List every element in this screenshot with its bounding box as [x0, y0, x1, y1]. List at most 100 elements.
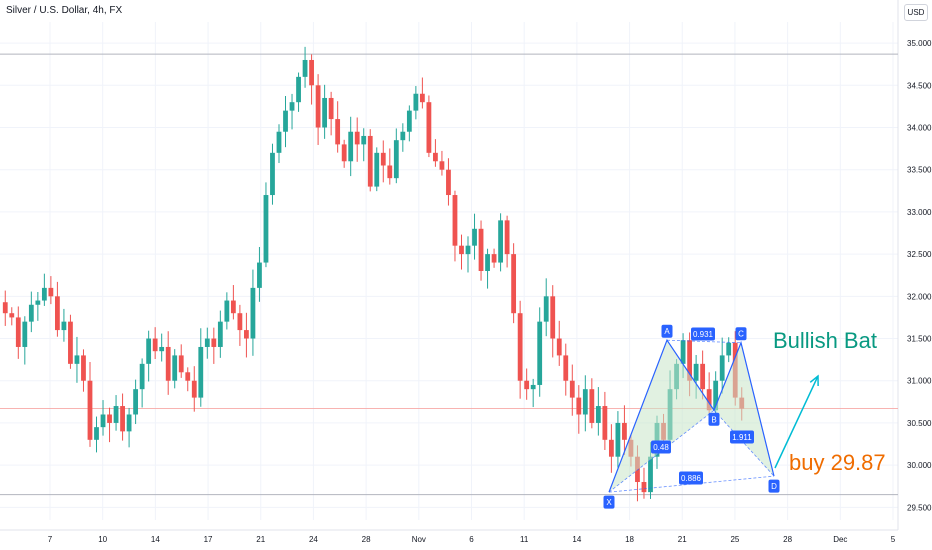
- x-tick-label: 24: [309, 535, 318, 544]
- x-tick-label: 25: [730, 535, 739, 544]
- candle-body: [133, 389, 139, 415]
- point-label-b-bg: [708, 412, 720, 426]
- candle-body: [15, 317, 21, 347]
- candle-body: [341, 144, 347, 162]
- ratio-label-cd: 1.911: [732, 433, 752, 442]
- candle-body: [100, 414, 106, 428]
- candle-body: [687, 340, 693, 381]
- x-tick-label: 17: [204, 535, 213, 544]
- candle-body: [426, 102, 432, 153]
- candle-body: [556, 338, 562, 356]
- candle-body: [250, 287, 256, 339]
- point-label-d-bg: [768, 479, 780, 493]
- candle-body: [315, 85, 321, 128]
- candle-body: [602, 406, 608, 440]
- y-tick-label: 31.000: [907, 377, 932, 386]
- candle-body: [302, 59, 308, 77]
- candle-body: [94, 427, 99, 440]
- x-tick-label: 6: [469, 535, 474, 544]
- candle-body: [283, 110, 288, 132]
- x-tick-label: 14: [151, 535, 160, 544]
- candle-body: [530, 384, 536, 390]
- candle-body: [113, 406, 119, 423]
- candle-body: [446, 169, 451, 196]
- y-tick-label: 31.500: [907, 335, 932, 344]
- candle-body: [550, 296, 556, 339]
- candle-body: [361, 135, 367, 145]
- candle-body: [400, 131, 406, 141]
- candle-body: [61, 321, 67, 331]
- candle-body: [2, 302, 8, 314]
- x-tick-label: 10: [98, 535, 107, 544]
- candle-body: [230, 300, 236, 314]
- candle-body: [491, 254, 497, 263]
- candle-body: [648, 456, 653, 493]
- point-label-x-bg: [603, 495, 615, 509]
- candle-body: [452, 195, 458, 246]
- candle-body: [569, 380, 575, 398]
- candle-body: [152, 338, 158, 352]
- ratio-label-bc-bg: [691, 327, 715, 341]
- candle-body: [107, 414, 112, 423]
- candle-body: [198, 346, 204, 398]
- candle-body: [713, 380, 719, 411]
- point-label-a-bg: [661, 324, 673, 338]
- candle-body: [237, 313, 243, 331]
- point-label-b: B: [711, 415, 716, 424]
- candle-body: [615, 422, 621, 457]
- candle-body: [211, 338, 217, 347]
- candle-body: [511, 254, 517, 314]
- currency-button[interactable]: USD: [904, 4, 928, 21]
- point-label-c: C: [738, 330, 744, 339]
- x-tick-label: 5: [891, 535, 896, 544]
- candle-body: [296, 76, 301, 103]
- candle-body: [485, 254, 490, 271]
- candle-body: [263, 195, 269, 263]
- candle-body: [185, 372, 191, 381]
- candle-body: [478, 228, 484, 271]
- candle-body: [413, 93, 419, 111]
- x-tick-label: 7: [48, 535, 53, 544]
- candle-body: [28, 304, 34, 322]
- candle-body: [276, 131, 282, 153]
- candle-body: [81, 355, 86, 381]
- ratio-label-cd-bg: [730, 430, 754, 444]
- candle-body: [328, 97, 334, 120]
- candle-body: [543, 296, 549, 322]
- candle-body: [393, 140, 399, 179]
- y-tick-label: 34.500: [907, 81, 932, 90]
- candle-body: [120, 406, 125, 432]
- candle-body: [270, 152, 275, 196]
- point-label-a: A: [664, 327, 670, 336]
- x-tick-label: 28: [783, 535, 792, 544]
- point-label-x: X: [606, 498, 612, 507]
- point-label-d: D: [771, 482, 777, 491]
- target-arrow: [774, 375, 819, 469]
- candle-body: [472, 228, 477, 246]
- candle-body: [322, 97, 328, 128]
- x-tick-label: 28: [362, 535, 371, 544]
- candle-body: [719, 355, 725, 381]
- candle-body: [348, 131, 354, 162]
- candle-body: [204, 338, 210, 347]
- point-label-c-bg: [735, 327, 747, 341]
- candle-body: [459, 245, 464, 255]
- candle-body: [582, 389, 588, 415]
- candle-body: [68, 321, 73, 364]
- candle-body: [35, 300, 41, 305]
- candle-body: [524, 380, 530, 390]
- candle-body: [191, 380, 197, 398]
- candle-body: [433, 152, 438, 162]
- candle-body: [9, 313, 15, 318]
- x-tick-label: Nov: [412, 535, 426, 544]
- pattern-ac: [666, 339, 742, 344]
- x-tick-label: 11: [520, 535, 529, 544]
- candle-body: [380, 152, 386, 166]
- candle-body: [289, 102, 295, 111]
- x-tick-label: 21: [256, 535, 265, 544]
- candle-body: [74, 355, 80, 364]
- y-tick-label: 30.500: [907, 419, 932, 428]
- y-tick-label: 29.500: [907, 503, 932, 512]
